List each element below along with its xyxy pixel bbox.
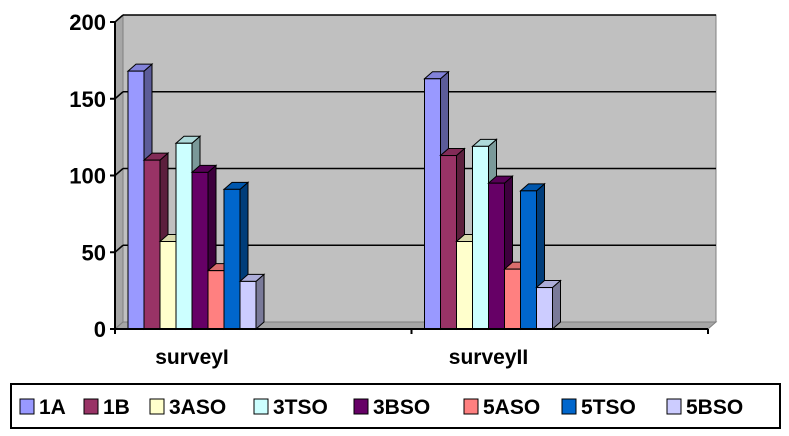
legend-swatch: [353, 398, 369, 415]
legend-label: 3BSO: [373, 396, 430, 419]
legend-item: 5TSO: [561, 396, 636, 419]
legend-label: 3ASO: [169, 396, 226, 419]
legend-swatch: [463, 398, 479, 415]
legend-swatch: [19, 398, 35, 415]
legend-item: 1B: [83, 396, 130, 419]
y-tick-label: 50: [82, 240, 106, 265]
bar-front: [440, 155, 457, 330]
bar-front: [504, 268, 521, 330]
legend-swatch: [561, 398, 577, 415]
bar-front: [191, 171, 209, 330]
bar-side: [255, 273, 265, 331]
bar: [222, 181, 250, 331]
legend-label: 5ASO: [483, 396, 540, 419]
legend-swatch: [83, 398, 99, 415]
x-tick-labels: surveyI surveyII: [155, 346, 528, 369]
legend-item: 3TSO: [253, 396, 328, 419]
y-tick-label: 150: [69, 87, 106, 112]
legend-swatch: [253, 398, 269, 415]
bar-front: [488, 182, 505, 330]
bar-front: [143, 159, 161, 330]
bar-front: [520, 190, 537, 330]
y-tick-labels: 0 50 100 150 200: [69, 10, 115, 342]
bar-front: [456, 241, 473, 330]
legend-item: 1A: [19, 396, 66, 419]
bar-front: [424, 78, 441, 330]
legend-label: 5BSO: [686, 396, 743, 419]
bar-front: [536, 287, 553, 330]
gridlines: [114, 14, 716, 253]
y-tick-label: 0: [94, 317, 106, 342]
bar-front: [127, 70, 145, 330]
bar: [238, 273, 266, 331]
legend-swatch: [666, 398, 682, 415]
legend: 1A 1B 3ASO 3TSO 3BSO 5ASO 5TSO 5BSO: [10, 383, 781, 429]
gridline-side: [114, 14, 124, 23]
y-tick-label: 200: [69, 10, 106, 35]
gridline-side: [114, 244, 124, 253]
bar-front: [207, 270, 225, 330]
gridline-side: [114, 91, 124, 100]
bar-front: [239, 280, 257, 330]
bar: [535, 279, 562, 331]
legend-label: 1A: [39, 396, 66, 419]
bar-front: [472, 145, 489, 330]
legend-swatch: [149, 398, 165, 415]
y-tick-label: 100: [69, 164, 106, 189]
bar-side: [552, 279, 561, 331]
legend-box: [10, 383, 781, 429]
legend-item: 5ASO: [463, 396, 540, 419]
x-category-label: surveyII: [449, 346, 528, 369]
legend-label: 1B: [103, 396, 130, 419]
bar-front: [223, 188, 241, 330]
legend-label: 3TSO: [273, 396, 328, 419]
legend-item: 3ASO: [149, 396, 226, 419]
legend-label: 5TSO: [581, 396, 636, 419]
bar-front: [159, 241, 177, 330]
bar-front: [175, 142, 193, 330]
bars: [126, 63, 562, 331]
x-category-label: surveyI: [155, 346, 229, 369]
legend-item: 3BSO: [353, 396, 430, 419]
gridline-side: [114, 167, 124, 177]
legend-item: 5BSO: [666, 396, 743, 419]
